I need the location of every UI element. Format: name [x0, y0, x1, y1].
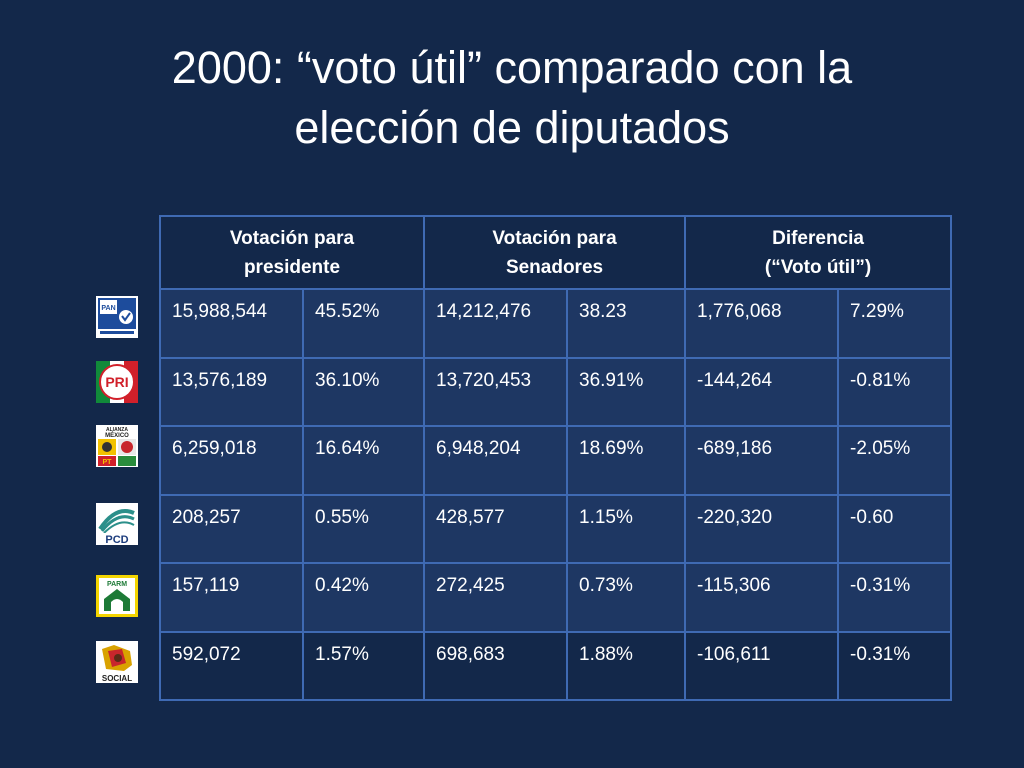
parm-logo-icon: PARM — [96, 575, 138, 617]
alianza-logo-mid-text: MÉXICO — [105, 431, 129, 439]
pres-pct-cell: 0.55% — [301, 493, 426, 564]
table-row: 15,988,544 45.52% 14,212,476 38.23 1,776… — [159, 288, 953, 359]
pres-pct-cell: 1.57% — [301, 630, 426, 701]
sen-pct-cell: 0.73% — [566, 562, 687, 633]
table-row: 6,259,018 16.64% 6,948,204 18.69% -689,1… — [159, 425, 953, 496]
table-row: 13,576,189 36.10% 13,720,453 36.91% -144… — [159, 356, 953, 427]
diff-pct-cell: -0.31% — [837, 562, 953, 633]
sen-votes-cell: 428,577 — [423, 493, 569, 564]
pres-pct-cell: 45.52% — [301, 288, 426, 359]
diff-pct-cell: 7.29% — [837, 288, 953, 359]
sen-pct-cell: 1.88% — [566, 630, 687, 701]
pri-logo-icon: PRI — [96, 361, 138, 403]
diff-votes-cell: -106,611 — [684, 630, 840, 701]
pres-votes-cell: 157,119 — [159, 562, 304, 633]
alianza-por-mexico-logo-icon: ALIANZA MÉXICO PT — [96, 425, 138, 467]
slide-title: 2000: “voto útil” comparado con la elecc… — [40, 38, 984, 158]
parm-logo-text: PARM — [107, 581, 127, 588]
alianza-logo-top-text: ALIANZA — [106, 427, 128, 433]
sen-votes-cell: 6,948,204 — [423, 425, 569, 496]
pres-votes-cell: 13,576,189 — [159, 356, 304, 427]
pres-pct-cell: 36.10% — [301, 356, 426, 427]
pcd-logo-icon: PCD — [96, 503, 138, 545]
slide-title-line1: 2000: “voto útil” comparado con la — [171, 42, 853, 93]
sen-pct-cell: 18.69% — [566, 425, 687, 496]
diff-votes-cell: -220,320 — [684, 493, 840, 564]
pres-votes-cell: 15,988,544 — [159, 288, 304, 359]
diff-pct-cell: -0.60 — [837, 493, 953, 564]
pan-logo-text: PAN — [101, 305, 115, 312]
diff-pct-cell: -0.81% — [837, 356, 953, 427]
sen-votes-cell: 698,683 — [423, 630, 569, 701]
diff-votes-cell: 1,776,068 — [684, 288, 840, 359]
sen-votes-cell: 272,425 — [423, 562, 569, 633]
header-senadores: Votación para Senadores — [423, 215, 687, 290]
pres-pct-cell: 16.64% — [301, 425, 426, 496]
diff-pct-cell: -2.05% — [837, 425, 953, 496]
diff-votes-cell: -115,306 — [684, 562, 840, 633]
pcd-logo-text: PCD — [105, 534, 128, 545]
pres-votes-cell: 6,259,018 — [159, 425, 304, 496]
diff-pct-cell: -0.31% — [837, 630, 953, 701]
sen-votes-cell: 13,720,453 — [423, 356, 569, 427]
diff-votes-cell: -144,264 — [684, 356, 840, 427]
sen-pct-cell: 38.23 — [566, 288, 687, 359]
pres-pct-cell: 0.42% — [301, 562, 426, 633]
header-diferencia: Diferencia (“Voto útil”) — [684, 215, 953, 290]
alianza-logo-bottom-text: PT — [103, 459, 113, 466]
header-presidente: Votación para presidente — [158, 215, 426, 290]
table-row: 592,072 1.57% 698,683 1.88% -106,611 -0.… — [159, 630, 953, 701]
table-row: 157,119 0.42% 272,425 0.73% -115,306 -0.… — [159, 562, 953, 633]
ds-logo-text: SOCIAL — [102, 674, 132, 683]
table-row: 208,257 0.55% 428,577 1.15% -220,320 -0.… — [159, 493, 953, 564]
pres-votes-cell: 592,072 — [159, 630, 304, 701]
sen-pct-cell: 1.15% — [566, 493, 687, 564]
sen-pct-cell: 36.91% — [566, 356, 687, 427]
vote-comparison-table: Votación para presidente Votación para S… — [158, 215, 953, 701]
slide-title-line2: elección de diputados — [294, 102, 730, 153]
democracia-social-logo-icon: SOCIAL — [96, 641, 138, 683]
pan-logo-icon: PAN — [96, 296, 138, 338]
sen-votes-cell: 14,212,476 — [423, 288, 569, 359]
table-header-row: Votación para presidente Votación para S… — [158, 215, 953, 290]
pres-votes-cell: 208,257 — [159, 493, 304, 564]
pri-logo-text: PRI — [105, 374, 128, 390]
diff-votes-cell: -689,186 — [684, 425, 840, 496]
